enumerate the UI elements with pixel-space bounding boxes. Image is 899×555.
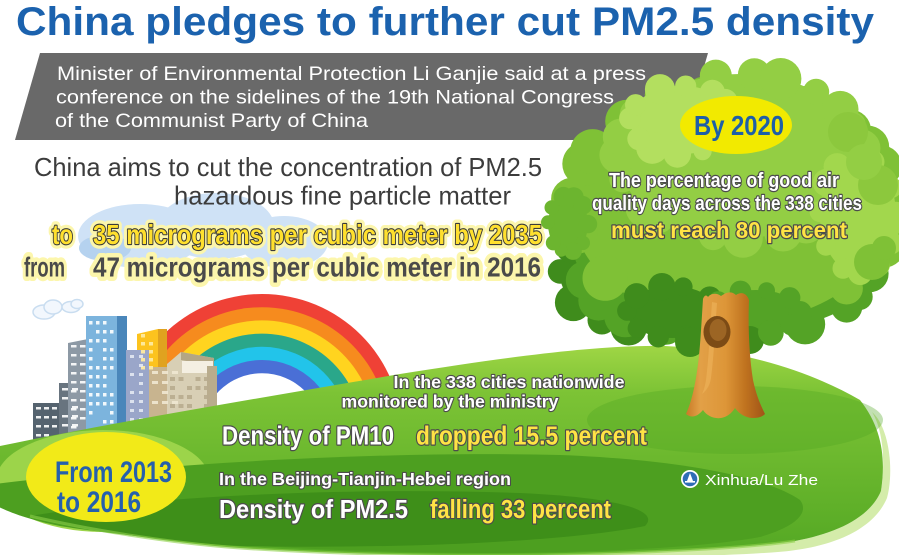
svg-text:must reach 80 percent: must reach 80 percent (611, 217, 847, 243)
svg-text:to: to (52, 219, 73, 250)
svg-text:of the Communist Party of Chin: of the Communist Party of China (55, 110, 368, 132)
svg-text:conference on the sidelines of: conference on the sidelines of the 19th … (56, 87, 614, 109)
svg-text:hazardous fine particle matter: hazardous fine particle matter (174, 181, 511, 211)
svg-text:to: to (52, 219, 73, 250)
svg-text:from: from (24, 252, 65, 283)
svg-text:quality days across the 338 ci: quality days across the 338 cities (592, 192, 862, 215)
svg-text:to 2016: to 2016 (57, 486, 141, 519)
svg-text:Xinhua/Lu Zhe: Xinhua/Lu Zhe (705, 472, 818, 489)
svg-text:falling 33 percent: falling 33 percent (430, 496, 611, 524)
svg-text:China aims to cut the concentr: China aims to cut the concentration of P… (34, 152, 542, 182)
svg-text:35 micrograms per cubic meter: 35 micrograms per cubic meter by 2035 (93, 219, 542, 250)
svg-text:China pledges to further cut P: China pledges to further cut PM2.5 densi… (16, 0, 875, 44)
svg-text:Minister of Environmental Prot: Minister of Environmental Protection Li … (57, 63, 646, 85)
svg-text:dropped 15.5 percent: dropped 15.5 percent (416, 423, 647, 451)
svg-text:Density of PM10: Density of PM10 (222, 423, 394, 451)
svg-text:35 micrograms per cubic meter: 35 micrograms per cubic meter by 2035 (93, 219, 542, 250)
svg-text:The percentage of good air: The percentage of good air (609, 169, 839, 192)
svg-text:Density of PM2.5: Density of PM2.5 (219, 494, 408, 524)
svg-text:47 micrograms per cubic meter: 47 micrograms per cubic meter in 2016 (93, 252, 541, 283)
svg-text:By 2020: By 2020 (694, 110, 784, 141)
svg-text:monitored by the ministry: monitored by the ministry (342, 392, 559, 412)
svg-text:From 2013: From 2013 (55, 456, 172, 489)
svg-text:In the Beijing-Tianjin-Hebei r: In the Beijing-Tianjin-Hebei region (219, 469, 511, 489)
svg-text:47 micrograms per cubic meter: 47 micrograms per cubic meter in 2016 (93, 252, 541, 283)
svg-text:from: from (24, 252, 65, 283)
svg-text:In the 338 cities nationwide: In the 338 cities nationwide (394, 372, 625, 392)
